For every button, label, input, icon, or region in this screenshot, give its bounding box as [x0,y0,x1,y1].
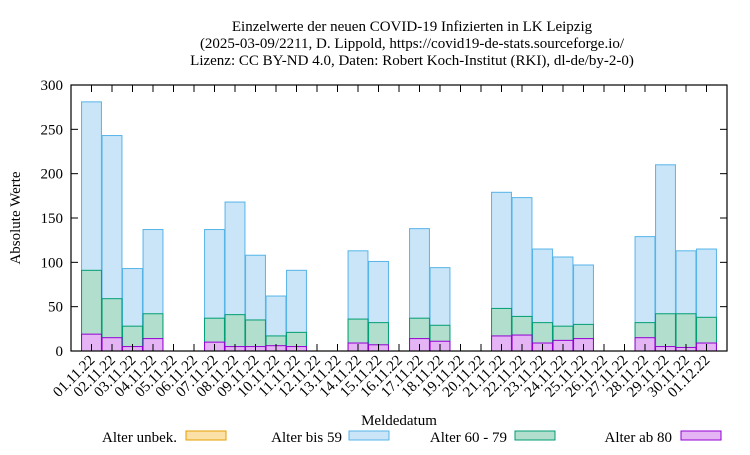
legend-swatch [185,430,227,441]
x-axis-label: Meldedatum [361,413,437,429]
y-tick-label: 300 [41,78,64,94]
y-tick-label: 250 [41,122,64,138]
legend-label: Alter bis 59 [271,430,342,446]
legend-label: Alter ab 80 [605,430,672,446]
legend-swatch [514,430,556,441]
series-alter-60-79 [81,269,717,352]
y-axis: 0 50 100 150 200 250 300 [41,78,727,360]
legend-label: Alter unbek. [102,430,177,446]
bars-layer [81,101,717,352]
chart-title-line-1: Einzelwerte der neuen COVID-19 Infiziert… [232,19,593,35]
y-axis-label: Absolute Werte [8,171,24,264]
legend-label: Alter 60 - 79 [430,430,507,446]
y-tick-label: 0 [56,344,64,360]
legend-swatch [348,430,390,441]
legend: Alter unbek. Alter bis 59 Alter 60 - 79 Alt… [102,430,722,446]
chart-title-line-2: (2025-03-09/2211, D. Lippold, https://co… [200,36,625,52]
y-tick-label: 150 [41,211,64,227]
series-alter-bis-59 [81,101,717,352]
legend-item: Alter unbek. [102,430,227,446]
chart-title-line-3: Lizenz: CC BY-ND 4.0, Daten: Robert Koch… [190,53,634,69]
legend-item: Alter 60 - 79 [430,430,556,446]
plot-frame [70,84,728,352]
y-tick-label: 100 [41,255,64,271]
legend-swatch [680,430,722,441]
legend-item: Alter bis 59 [271,430,390,446]
y-tick-label: 50 [48,300,63,316]
y-tick-label: 200 [41,167,64,183]
legend-item: Alter ab 80 [605,430,722,446]
x-axis: 01.11.2202.11.2203.11.2204.11.2205.11.22… [50,85,713,401]
